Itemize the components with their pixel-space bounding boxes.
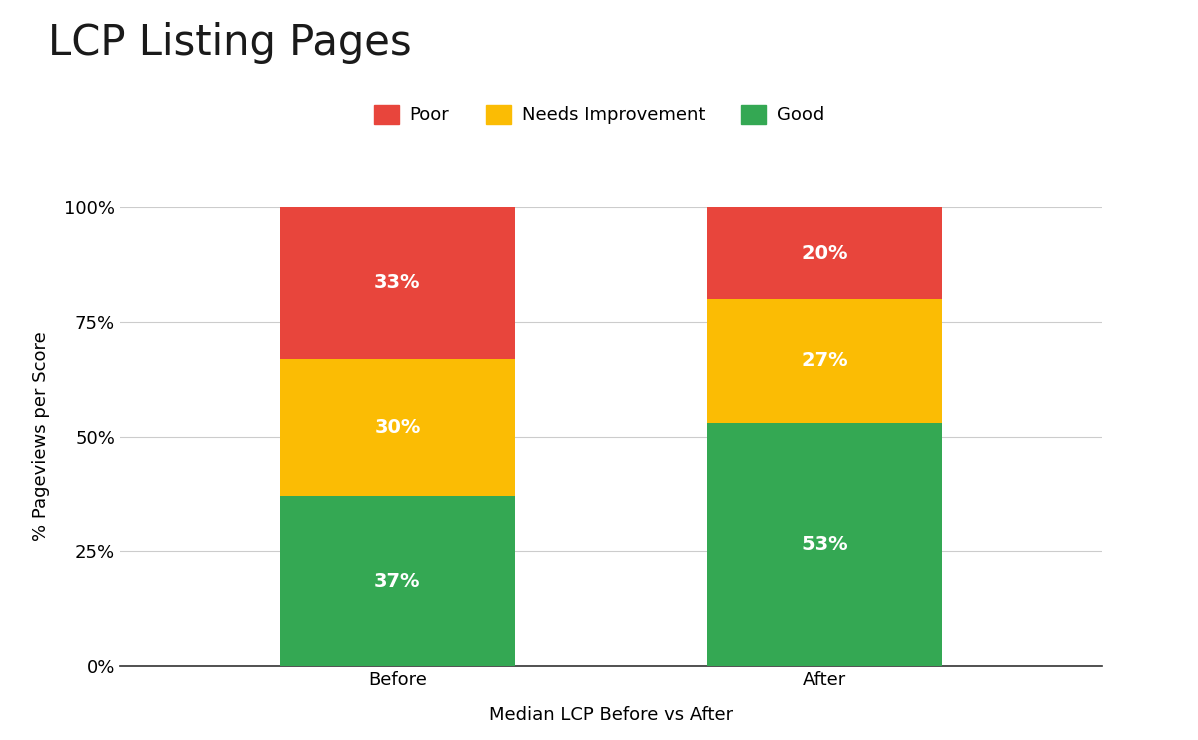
Bar: [707, 299, 942, 423]
Text: 37%: 37%: [374, 571, 420, 591]
Legend: Poor, Needs Improvement, Good: Poor, Needs Improvement, Good: [367, 98, 831, 132]
Text: LCP Listing Pages: LCP Listing Pages: [48, 22, 412, 64]
Bar: [280, 359, 515, 497]
Text: 27%: 27%: [801, 352, 848, 371]
Bar: [280, 497, 515, 666]
Bar: [707, 423, 942, 666]
Y-axis label: % Pageviews per Score: % Pageviews per Score: [32, 332, 50, 542]
Bar: [707, 207, 942, 299]
Bar: [280, 207, 515, 359]
Text: 53%: 53%: [801, 535, 848, 554]
Text: 33%: 33%: [374, 273, 420, 292]
X-axis label: Median LCP Before vs After: Median LCP Before vs After: [489, 705, 733, 724]
Text: 20%: 20%: [801, 243, 848, 263]
Text: 30%: 30%: [374, 418, 420, 437]
